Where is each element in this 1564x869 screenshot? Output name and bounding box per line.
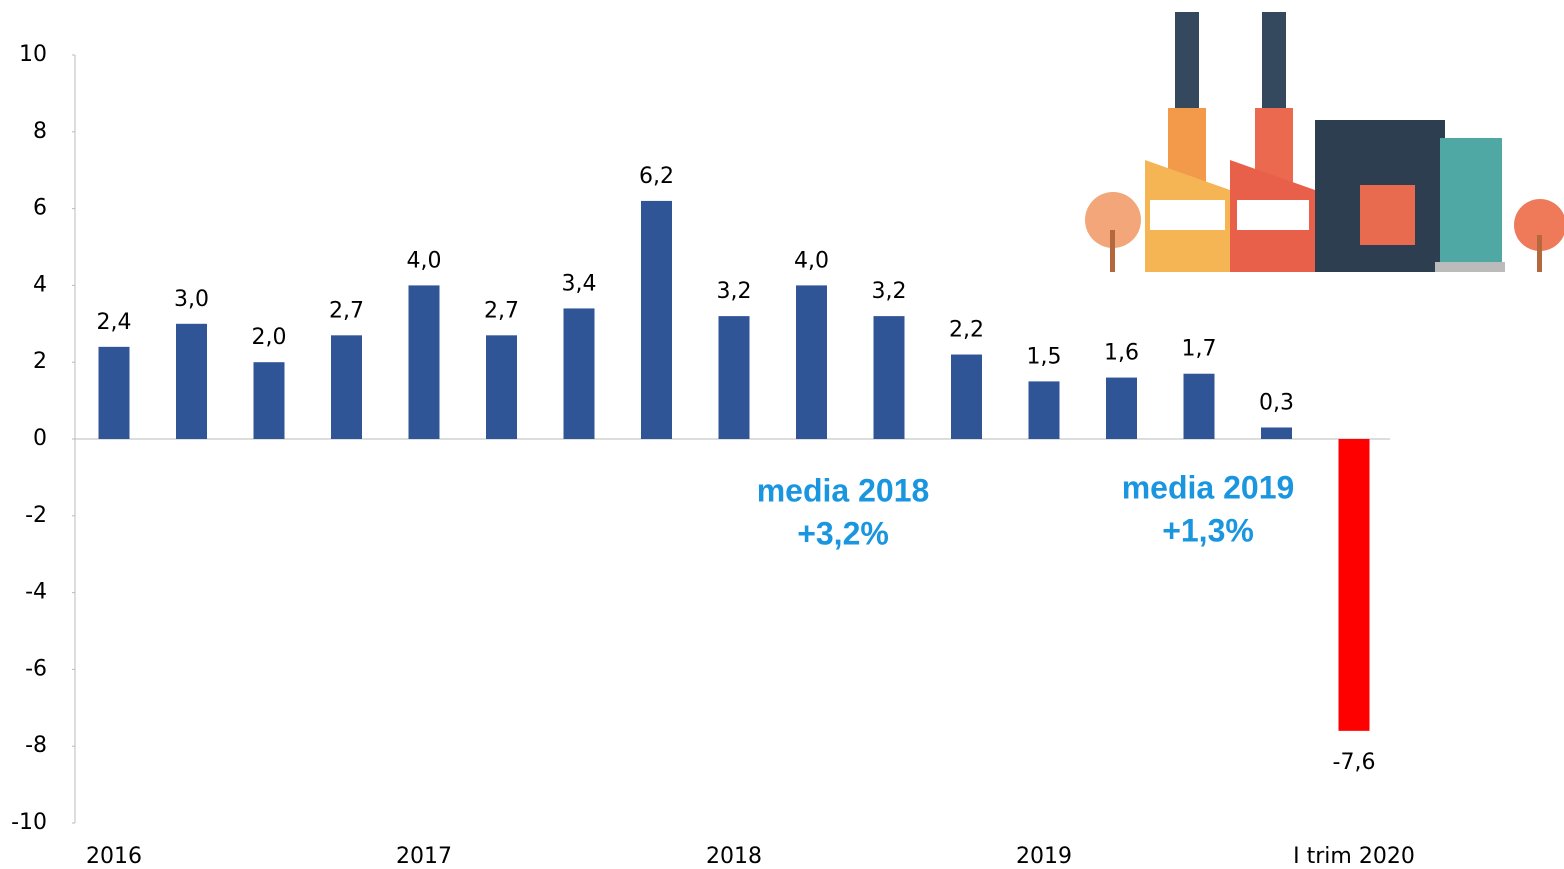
value-label: 3,2: [872, 279, 907, 304]
factory-illustration: [1085, 12, 1564, 272]
bar: [1184, 374, 1215, 439]
y-tick-label: 10: [19, 42, 47, 67]
bar: [1339, 439, 1370, 731]
bar: [796, 285, 827, 439]
bar: [1029, 381, 1060, 439]
y-tick-label: -4: [25, 580, 47, 605]
x-tick-label: 2019: [1016, 844, 1072, 869]
value-label: 6,2: [639, 164, 674, 189]
y-tick-label: -6: [25, 656, 47, 681]
annotation: +3,2%: [797, 515, 889, 551]
value-label: 1,6: [1104, 341, 1139, 366]
bar: [331, 335, 362, 439]
x-tick-label: 2017: [396, 844, 452, 869]
value-label: 2,2: [949, 318, 984, 343]
annotation: media 2019: [1122, 469, 1295, 505]
bar: [564, 308, 595, 439]
value-label: 3,4: [562, 271, 597, 296]
bar: [719, 316, 750, 439]
bar: [1261, 427, 1292, 439]
value-label: -7,6: [1333, 750, 1376, 775]
value-label: 1,5: [1027, 344, 1062, 369]
y-tick-label: 8: [33, 119, 47, 144]
value-label: 1,7: [1182, 337, 1217, 362]
value-label: 0,3: [1259, 390, 1294, 415]
value-label: 2,0: [252, 325, 287, 350]
y-tick-label: -8: [25, 733, 47, 758]
bar: [951, 355, 982, 439]
bar: [409, 285, 440, 439]
value-label: 2,7: [329, 298, 364, 323]
bar: [1106, 378, 1137, 439]
bar: [641, 201, 672, 439]
bar: [874, 316, 905, 439]
page: 10 8 6 4 2 0 -2 -4 -6 -8 -10 2016 2,4 3,0 2,0 2,7 2017 4,…: [0, 0, 1564, 869]
y-tick-label: -2: [25, 503, 47, 528]
y-tick-label: 6: [33, 196, 47, 221]
value-label: 2,4: [97, 310, 132, 335]
bar: [486, 335, 517, 439]
bar: [254, 362, 285, 439]
bar: [99, 347, 130, 439]
x-tick-label: 2018: [706, 844, 762, 869]
y-tick-label: 2: [33, 349, 47, 374]
value-label: 3,0: [174, 287, 209, 312]
value-label: 4,0: [794, 248, 829, 273]
bar: [176, 324, 207, 439]
value-label: 3,2: [717, 279, 752, 304]
x-tick-label: 2016: [86, 844, 142, 869]
annotation: media 2018: [757, 472, 930, 508]
x-tick-label: I trim 2020: [1293, 844, 1415, 869]
annotation: +1,3%: [1162, 512, 1254, 548]
y-tick-label: -10: [11, 810, 47, 835]
y-tick-label: 0: [33, 426, 47, 451]
chart: 10 8 6 4 2 0 -2 -4 -6 -8 -10 2016 2,4 3,0 2,0 2,7 2017 4,…: [0, 0, 1564, 869]
value-label: 4,0: [407, 248, 442, 273]
y-tick-label: 4: [33, 272, 47, 297]
value-label: 2,7: [484, 298, 519, 323]
